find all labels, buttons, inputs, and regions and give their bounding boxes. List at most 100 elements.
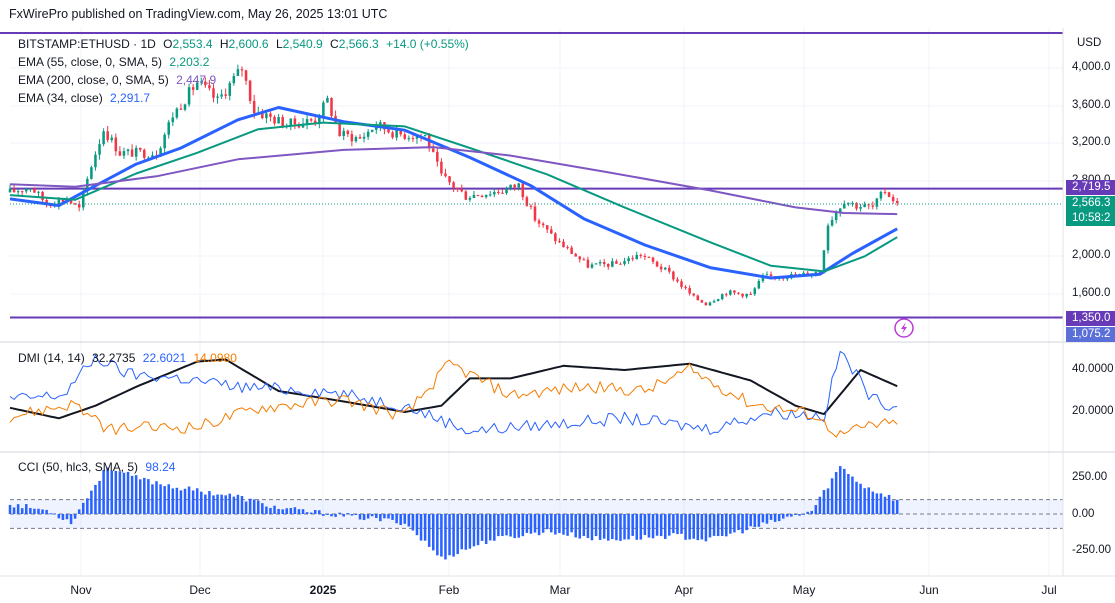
candle-body-66 <box>277 117 280 124</box>
candle-body-126 <box>521 183 525 198</box>
cci-bar-46 <box>195 488 199 514</box>
legend-dmi[interactable]: DMI (14, 14) 32.2735 22.6021 14.0980 <box>18 351 237 365</box>
cci-bar-158 <box>651 514 655 539</box>
low-value: 2,540.9 <box>282 37 323 51</box>
legend-cci[interactable]: CCI (50, hlc3, SMA, 5) 98.24 <box>18 460 175 474</box>
dmi-tick-40: 40.0000 <box>1072 363 1114 375</box>
cci-bar-81 <box>338 512 341 514</box>
cci-bar-156 <box>643 514 647 536</box>
cci-bar-128 <box>529 514 533 534</box>
legend-ema55[interactable]: EMA (55, close, 0, SMA, 5) 2,203.2 <box>18 55 209 69</box>
symbol-label[interactable]: BITSTAMP:ETHUSD · 1D <box>18 37 156 51</box>
candle-body-156 <box>643 255 647 257</box>
candle-body-32 <box>138 147 142 150</box>
plus-di-value: 22.6021 <box>142 351 187 365</box>
candle-body-86 <box>358 137 362 139</box>
cci-bar-171 <box>704 514 708 542</box>
candle-body-50 <box>212 88 215 98</box>
candle-body-159 <box>655 261 659 267</box>
cci-bar-215 <box>883 496 887 514</box>
candle-body-0 <box>8 188 12 193</box>
cci-bar-184 <box>757 514 761 527</box>
candle-body-121 <box>501 192 504 194</box>
cci-bar-45 <box>191 490 195 514</box>
candle-body-69 <box>289 118 293 127</box>
candle-body-165 <box>680 281 683 287</box>
dmi-tick-20: 20.0000 <box>1072 405 1114 417</box>
candle-body-1 <box>12 188 16 193</box>
candle-body-150 <box>619 263 622 265</box>
candle-body-119 <box>493 191 496 195</box>
cci-bar-208 <box>855 481 858 514</box>
cci-bar-64 <box>269 507 272 514</box>
candle-body-89 <box>370 129 374 132</box>
candle-body-42 <box>179 108 183 110</box>
cci-bar-84 <box>350 514 354 516</box>
candle-body-128 <box>529 205 533 207</box>
cci-bar-32 <box>138 479 142 514</box>
legend-ema200[interactable]: EMA (200, close, 0, SMA, 5) 2,447.9 <box>18 73 216 87</box>
cci-bar-104 <box>431 514 435 551</box>
lightning-icon[interactable] <box>894 318 914 338</box>
candle-body-99 <box>411 138 415 140</box>
cci-bar-53 <box>224 495 227 514</box>
price-tick-2000: 2,000.0 <box>1072 249 1111 261</box>
candle-body-186 <box>765 274 769 276</box>
cci-bar-20 <box>90 490 93 514</box>
candle-body-33 <box>143 149 146 158</box>
candle-body-211 <box>867 204 870 206</box>
candle-body-175 <box>720 294 724 300</box>
cci-bar-88 <box>366 514 370 519</box>
cci-bar-166 <box>684 514 687 540</box>
candle-body-41 <box>175 108 179 118</box>
cci-bar-148 <box>611 514 614 540</box>
badge-last-price: 2,566.3 <box>1066 196 1115 211</box>
legend-ema34[interactable]: EMA (34, close) 2,291.7 <box>18 91 150 105</box>
candle-body-16 <box>73 203 77 205</box>
candle-body-28 <box>122 151 126 156</box>
candle-body-53 <box>224 94 227 96</box>
candle-body-27 <box>118 151 122 156</box>
cci-bar-134 <box>554 514 557 535</box>
cci-bar-22 <box>98 480 101 514</box>
candle-body-111 <box>460 189 464 192</box>
cci-bar-61 <box>256 500 260 514</box>
cci-bar-94 <box>391 514 394 520</box>
candle-body-90 <box>375 126 378 130</box>
candle-body-6 <box>33 188 36 193</box>
cci-bar-40 <box>171 488 175 514</box>
cci-bar-97 <box>403 514 407 524</box>
cci-bar-199 <box>818 496 822 514</box>
cci-bar-110 <box>456 514 459 555</box>
candle-body-149 <box>615 261 618 264</box>
high-value: 2,600.6 <box>228 37 269 51</box>
candle-body-204 <box>838 208 842 213</box>
cci-bar-14 <box>65 514 69 520</box>
cci-bar-186 <box>765 514 769 524</box>
candle-body-88 <box>366 131 370 137</box>
cci-bar-58 <box>244 501 248 514</box>
cci-bar-1 <box>12 507 16 514</box>
cci-bar-100 <box>415 514 419 536</box>
cci-bar-87 <box>362 514 366 521</box>
cci-bar-113 <box>468 514 472 549</box>
cci-bar-115 <box>476 514 480 546</box>
cci-bar-176 <box>725 514 728 537</box>
cci-bar-132 <box>545 514 549 530</box>
candle-body-82 <box>342 130 345 137</box>
candle-body-59 <box>248 80 252 101</box>
cci-bar-180 <box>741 514 744 534</box>
cci-bar-105 <box>436 514 439 556</box>
candle-body-87 <box>362 136 366 139</box>
cci-bar-80 <box>334 514 337 517</box>
cci-bar-192 <box>790 514 793 517</box>
candle-body-178 <box>733 290 736 293</box>
open-value: 2,553.4 <box>172 37 213 51</box>
cci-bar-200 <box>822 490 826 514</box>
cci-bar-164 <box>676 514 679 535</box>
currency-label[interactable]: USD <box>1077 37 1102 49</box>
cci-bar-168 <box>692 514 695 539</box>
cci-bar-62 <box>261 503 264 514</box>
cci-bar-101 <box>419 514 423 541</box>
